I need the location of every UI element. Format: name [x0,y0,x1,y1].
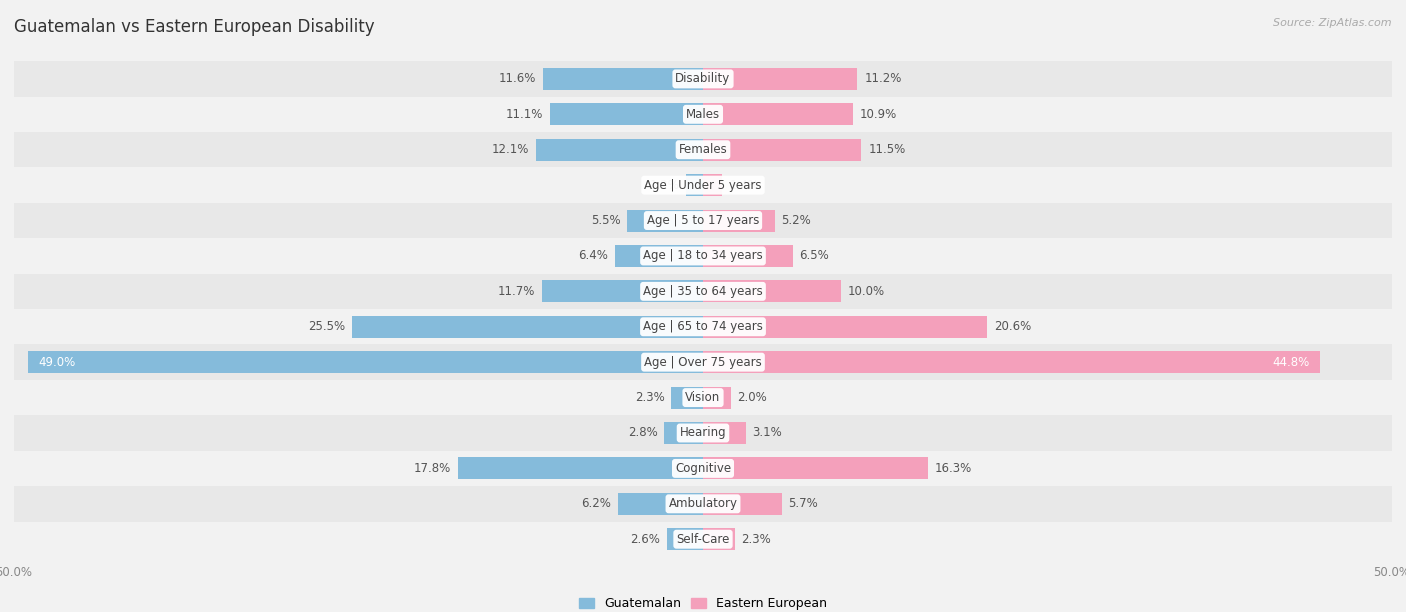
Bar [543,68,703,90]
Bar [28,351,703,373]
Bar [14,521,1392,557]
Bar [703,387,731,409]
Bar [627,209,703,231]
Text: 5.2%: 5.2% [782,214,811,227]
Bar [686,174,703,196]
Bar [14,238,1392,274]
Text: Ambulatory: Ambulatory [668,498,738,510]
Bar [14,345,1392,380]
Bar [671,387,703,409]
Bar [550,103,703,125]
Bar [703,351,1320,373]
Bar [703,422,745,444]
Bar [703,493,782,515]
Bar [703,209,775,231]
Text: 12.1%: 12.1% [492,143,530,156]
Bar [617,493,703,515]
Bar [703,316,987,338]
Text: Age | 35 to 64 years: Age | 35 to 64 years [643,285,763,298]
Bar [703,457,928,479]
Text: Source: ZipAtlas.com: Source: ZipAtlas.com [1274,18,1392,28]
Text: Age | 5 to 17 years: Age | 5 to 17 years [647,214,759,227]
Text: 11.7%: 11.7% [498,285,534,298]
Text: Females: Females [679,143,727,156]
Bar [703,245,793,267]
Bar [14,168,1392,203]
Text: 20.6%: 20.6% [994,320,1031,334]
Text: 11.1%: 11.1% [506,108,543,121]
Bar [14,309,1392,345]
Text: 11.5%: 11.5% [869,143,905,156]
Text: Males: Males [686,108,720,121]
Bar [14,97,1392,132]
Text: Age | Over 75 years: Age | Over 75 years [644,356,762,368]
Text: 11.2%: 11.2% [865,72,901,86]
Bar [14,380,1392,416]
Legend: Guatemalan, Eastern European: Guatemalan, Eastern European [574,592,832,612]
Text: Hearing: Hearing [679,427,727,439]
Text: 2.3%: 2.3% [634,391,665,404]
Text: Age | Under 5 years: Age | Under 5 years [644,179,762,192]
Text: 5.7%: 5.7% [789,498,818,510]
Bar [665,422,703,444]
Bar [541,280,703,302]
Bar [703,139,862,161]
Text: Age | 18 to 34 years: Age | 18 to 34 years [643,250,763,263]
Bar [14,132,1392,168]
Text: Age | 65 to 74 years: Age | 65 to 74 years [643,320,763,334]
Bar [703,174,723,196]
Bar [14,274,1392,309]
Text: 10.0%: 10.0% [848,285,884,298]
Bar [536,139,703,161]
Bar [14,61,1392,97]
Text: 2.6%: 2.6% [630,532,661,546]
Text: 25.5%: 25.5% [308,320,344,334]
Bar [14,203,1392,238]
Text: 1.2%: 1.2% [650,179,679,192]
Bar [703,68,858,90]
Bar [352,316,703,338]
Text: 6.4%: 6.4% [578,250,607,263]
Text: 3.1%: 3.1% [752,427,782,439]
Text: 1.4%: 1.4% [730,179,759,192]
Text: 10.9%: 10.9% [860,108,897,121]
Bar [703,528,735,550]
Text: 16.3%: 16.3% [935,462,972,475]
Bar [14,416,1392,450]
Text: 11.6%: 11.6% [499,72,536,86]
Text: 2.0%: 2.0% [738,391,768,404]
Text: 6.5%: 6.5% [800,250,830,263]
Text: 5.5%: 5.5% [591,214,620,227]
Text: 2.8%: 2.8% [628,427,658,439]
Text: 49.0%: 49.0% [39,356,76,368]
Text: 44.8%: 44.8% [1272,356,1309,368]
Bar [614,245,703,267]
Text: Guatemalan vs Eastern European Disability: Guatemalan vs Eastern European Disabilit… [14,18,374,36]
Bar [668,528,703,550]
Bar [14,486,1392,521]
Bar [458,457,703,479]
Bar [703,280,841,302]
Text: 6.2%: 6.2% [581,498,610,510]
Text: Disability: Disability [675,72,731,86]
Text: Vision: Vision [685,391,721,404]
Text: 2.3%: 2.3% [741,532,772,546]
Text: Cognitive: Cognitive [675,462,731,475]
Text: 17.8%: 17.8% [413,462,451,475]
Text: Self-Care: Self-Care [676,532,730,546]
Bar [14,450,1392,486]
Bar [703,103,853,125]
